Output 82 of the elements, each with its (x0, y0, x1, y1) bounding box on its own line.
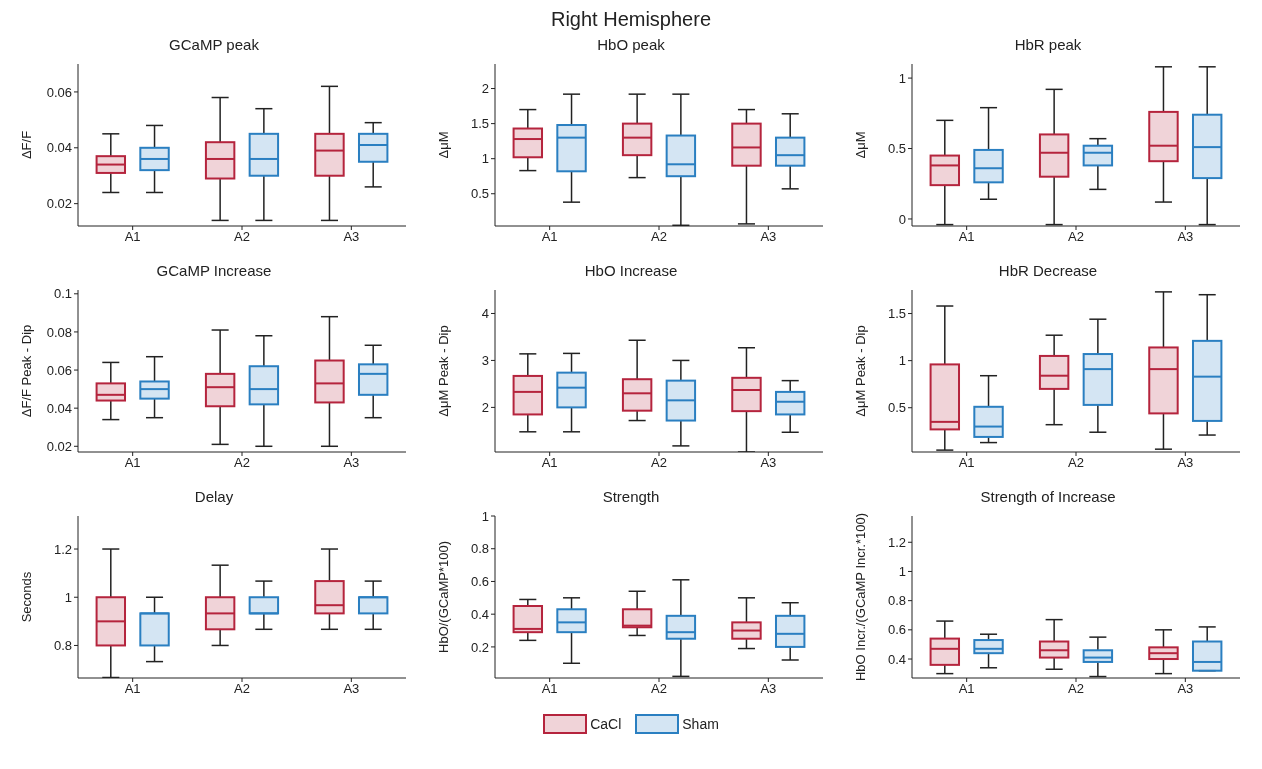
x-tick-label: A3 (343, 455, 360, 471)
y-tick-label: 0.2 (470, 639, 489, 655)
chart-title: HbO peak (596, 36, 666, 55)
chart-title: Strength (601, 488, 661, 507)
y-tick-label: 0.8 (470, 541, 489, 557)
y-tick-label: 1 (481, 151, 489, 167)
y-tick-label: 2 (481, 81, 489, 97)
x-tick-label: A3 (760, 455, 777, 471)
y-tick-label: 0.5 (887, 400, 906, 416)
x-tick-label: A2 (234, 455, 250, 471)
x-tick-label: A1 (541, 455, 558, 471)
x-tick-label: A1 (541, 681, 558, 697)
y-tick-label: 1 (898, 353, 906, 369)
y-tick-label: 0.1 (53, 286, 72, 302)
x-tick-label: A3 (343, 229, 360, 245)
x-tick-label: A1 (124, 681, 141, 697)
y-tick-label: 0.4 (887, 651, 906, 667)
y-tick-label: 3 (481, 353, 489, 369)
y-axis-title: ΔμM Peak - Dip (435, 325, 451, 417)
y-tick-label: 0.8 (53, 638, 72, 654)
y-tick-label: 0.5 (887, 141, 906, 157)
y-tick-label: 1 (481, 508, 489, 524)
y-tick-label: 0.04 (46, 140, 72, 156)
y-tick-label: 0.08 (46, 324, 72, 340)
y-tick-label: 1.5 (887, 306, 906, 322)
y-axis-title: ΔμM (852, 131, 868, 159)
y-tick-label: 0 (898, 211, 906, 227)
y-tick-label: 0.4 (470, 606, 489, 622)
chart-title: GCaMP peak (168, 36, 260, 55)
x-tick-label: A3 (760, 681, 777, 697)
x-tick-label: A2 (651, 681, 667, 697)
x-tick-label: A3 (1177, 455, 1194, 471)
y-tick-label: 0.6 (470, 574, 489, 590)
y-tick-label: 0.06 (46, 84, 72, 100)
y-axis-title: ΔμM (435, 131, 451, 159)
x-tick-label: A3 (760, 229, 777, 245)
chart-title: HbR peak (1013, 36, 1083, 55)
y-axis-title: Seconds (18, 571, 34, 623)
x-tick-label: A2 (651, 229, 667, 245)
x-tick-label: A1 (958, 681, 975, 697)
y-tick-label: 0.06 (46, 362, 72, 378)
x-tick-label: A3 (343, 681, 360, 697)
y-axis-title: HbO Incr./(GCaMP Incr.*100) (852, 512, 868, 682)
y-axis-title: ΔF/F (18, 130, 34, 160)
y-tick-label: 1.5 (470, 116, 489, 132)
x-tick-label: A2 (1068, 229, 1084, 245)
chart-title: GCaMP Increase (155, 262, 273, 281)
legend-label: CaCl (590, 716, 622, 732)
y-tick-label: 2 (481, 400, 489, 416)
y-tick-label: 0.04 (46, 400, 72, 416)
y-tick-label: 1 (898, 70, 906, 86)
x-tick-label: A2 (651, 455, 667, 471)
chart-title: Delay (193, 488, 235, 507)
x-tick-label: A1 (958, 455, 975, 471)
chart-title: Strength of Increase (979, 488, 1117, 507)
y-axis-title: ΔF/F Peak - Dip (18, 324, 34, 418)
x-tick-label: A1 (958, 229, 975, 245)
legend-label: Sham (682, 716, 719, 732)
y-tick-label: 4 (481, 306, 489, 322)
chart-title: HbO Increase (583, 262, 679, 281)
y-tick-label: 0.02 (46, 196, 72, 212)
x-tick-label: A3 (1177, 681, 1194, 697)
y-tick-label: 1 (898, 564, 906, 580)
y-tick-label: 1 (64, 589, 72, 605)
y-tick-label: 0.02 (46, 438, 72, 454)
y-tick-label: 0.5 (470, 186, 489, 202)
y-axis-title: HbO/(GCaMP*100) (435, 541, 451, 653)
x-tick-label: A3 (1177, 229, 1194, 245)
y-tick-label: 0.8 (887, 593, 906, 609)
x-tick-label: A2 (1068, 681, 1084, 697)
chart-title: HbR Decrease (997, 262, 1099, 281)
y-tick-label: 1.2 (887, 534, 906, 550)
x-tick-label: A1 (124, 455, 141, 471)
x-tick-label: A1 (541, 229, 558, 245)
x-tick-label: A2 (234, 681, 250, 697)
text: Right Hemisphere (549, 8, 713, 32)
x-tick-label: A2 (234, 229, 250, 245)
x-tick-label: A2 (1068, 455, 1084, 471)
y-tick-label: 0.6 (887, 622, 906, 638)
y-axis-title: ΔμM Peak - Dip (852, 325, 868, 417)
y-tick-label: 1.2 (53, 541, 72, 557)
x-tick-label: A1 (124, 229, 141, 245)
